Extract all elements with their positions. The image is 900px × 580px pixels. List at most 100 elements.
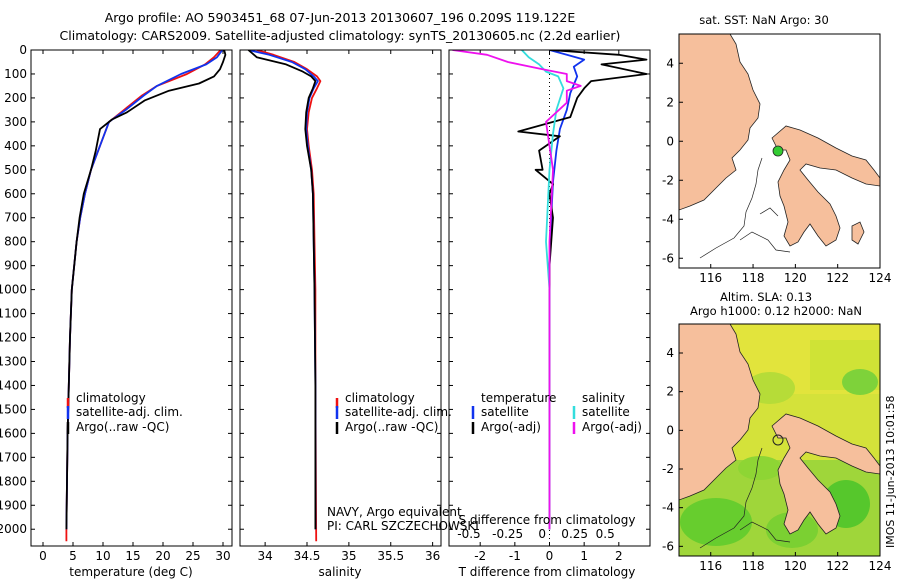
map-y-tick-label: 2 (666, 385, 674, 399)
sst-land-borneo (679, 34, 761, 211)
legend-argo: Argo(..raw -QC) (345, 420, 438, 434)
legend-t-satellite: satellite (481, 405, 529, 419)
timestamp-label: IMOS 11-Jun-2013 10:01:58 (884, 395, 897, 548)
title-line-2: Climatology: CARS2009. Satellite-adjuste… (60, 28, 621, 43)
y-tick-label: 1500 (0, 402, 27, 416)
map-y-tick-label: 2 (666, 95, 674, 109)
temperature-frame (30, 49, 233, 547)
sla-depth-contour (699, 447, 791, 549)
y-tick-label: 1900 (0, 498, 27, 512)
x-tick-label: 5 (69, 549, 77, 563)
sst-land-buton (851, 221, 865, 245)
difference-ticks: -2 -1 0 1 2 (449, 49, 650, 563)
map-y-tick-label: -2 (662, 462, 674, 476)
legend-climatology: climatology (76, 391, 146, 405)
legend-temperature-header: temperature (481, 391, 556, 405)
map-x-tick-label: 120 (784, 271, 807, 285)
legend-t-argo: Argo(-adj) (481, 420, 541, 434)
map-x-tick-label: 116 (699, 559, 722, 573)
sst-land-sulawesi (771, 125, 880, 247)
difference-xlabel: T difference from climatology (458, 565, 636, 579)
x-tick-label: 35.5 (377, 549, 404, 563)
series-s-satellite (521, 50, 565, 530)
legend-climatology: climatology (345, 391, 415, 405)
sst-depth-contour (699, 157, 791, 259)
sla-land-sulawesi (771, 413, 880, 535)
salinity-xlabel: salinity (318, 565, 361, 579)
x-tick-label: 35 (341, 549, 356, 563)
salinity-ticks: 34 34.5 35 35.5 36 (240, 49, 441, 563)
x-tick-label: 34 (257, 549, 272, 563)
salinity-frame (239, 49, 442, 547)
y-tick-label: 1100 (0, 307, 27, 321)
legend-s-satellite: satellite (582, 405, 630, 419)
argo-marker (772, 145, 784, 157)
map-y-tick-label: 4 (666, 56, 674, 70)
x-tick-label: 1 (580, 549, 588, 563)
map-x-tick-label: 124 (869, 271, 892, 285)
y-tick-label: 1700 (0, 450, 27, 464)
argo-marker (772, 434, 784, 446)
series-t-argo-adj- (517, 50, 648, 530)
sst-map-frame (678, 33, 881, 269)
y-tick-label: 100 (4, 67, 27, 81)
map-y-tick-label: 0 (666, 134, 674, 148)
y-tick-label: 200 (4, 91, 27, 105)
temperature-panel: 0 5 10 15 20 25 300100200300400500600700800900… (0, 43, 233, 579)
salinity-panel: 34 34.5 35 35.5 36 salinity climatology sate… (239, 49, 479, 579)
x-tick-label: -1 (509, 549, 521, 563)
annotation-navy: NAVY, Argo equivalent (327, 505, 462, 519)
legend-satellite: satellite-adj. clim. (345, 405, 452, 419)
salinity-series (247, 50, 322, 542)
map-y-tick-label: -6 (662, 539, 674, 553)
sst-map-ticks: 116 118 120 122 124 4 2 0 -2 -4 -6 (662, 56, 891, 285)
series-argo-raw-qc- (247, 50, 317, 530)
x-tick-label: 0 (39, 549, 47, 563)
temperature-ticks: 0 5 10 15 20 25 300100200300400500600700800900… (0, 43, 232, 563)
legend-argo: Argo(..raw -QC) (76, 420, 169, 434)
y-tick-label: 2000 (0, 522, 27, 536)
x-tick-label: 15 (125, 549, 140, 563)
x-tick-label: 25 (185, 549, 200, 563)
legend-s-argo: Argo(-adj) (582, 420, 642, 434)
series-satellite-adj-clim- (65, 50, 224, 530)
sst-map-content (679, 34, 880, 268)
temperature-legend: climatology satellite-adj. clim. Argo(..… (66, 391, 183, 434)
y-tick-label: 300 (4, 115, 27, 129)
series-argo-raw-qc- (65, 50, 227, 530)
temperature-series (65, 50, 227, 542)
legend-satellite: satellite-adj. clim. (76, 405, 183, 419)
salinity-legend: climatology satellite-adj. clim. Argo(..… (335, 391, 452, 434)
y-tick-label: 400 (4, 139, 27, 153)
x-tick-label: 36 (425, 549, 440, 563)
annotation-pi: PI: CARL SZCZECHOWSKI (327, 519, 479, 533)
map-y-tick-label: 0 (666, 423, 674, 437)
map-y-tick-label: -4 (662, 212, 674, 226)
difference-top-label: S difference from climatology (459, 513, 636, 527)
y-tick-label: 1800 (0, 474, 27, 488)
series-s-argo-adj- (452, 50, 582, 530)
y-tick-label: 1400 (0, 378, 27, 392)
x-tick-label: 20 (155, 549, 170, 563)
y-tick-label: 1300 (0, 354, 27, 368)
map-y-tick-label: -4 (662, 501, 674, 515)
x-tick-label: 34.5 (294, 549, 321, 563)
difference-legend: temperature salinity satellite Argo(-adj… (471, 391, 642, 434)
y-tick-label: 800 (4, 235, 27, 249)
difference-series (452, 50, 648, 546)
difference-top-ticks: -0.5 -0.25 0 0.25 0.5 (457, 527, 615, 541)
sla-map-ticks: 116 118 120 122 124 4 2 0 -2 -4 -6 (662, 346, 891, 573)
y-tick-label: 1000 (0, 283, 27, 297)
sst-map-title: sat. SST: NaN Argo: 30 (699, 13, 829, 27)
temperature-xlabel: temperature (deg C) (69, 565, 192, 579)
map-y-tick-label: -2 (662, 173, 674, 187)
y-tick-label: 1200 (0, 331, 27, 345)
sla-map-title-2: Argo h1000: 0.12 h2000: NaN (690, 304, 862, 318)
y-tick-label: 600 (4, 187, 27, 201)
y-tick-label: 500 (4, 163, 27, 177)
sla-patch-1 (842, 369, 878, 395)
map-x-tick-label: 120 (784, 559, 807, 573)
difference-frame (448, 49, 651, 547)
series-climatology (256, 50, 322, 542)
sla-map-content (679, 324, 880, 556)
